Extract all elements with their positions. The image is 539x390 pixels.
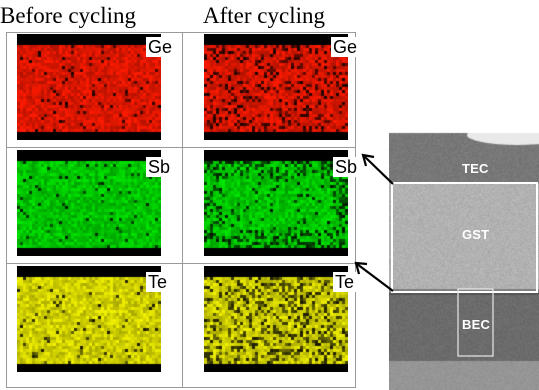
sb-map-after	[204, 150, 348, 256]
ge-map-after	[204, 34, 348, 140]
sb-label-before: Sb	[146, 157, 173, 177]
grid-divider-vertical	[182, 32, 183, 388]
gst-label: GST	[462, 227, 490, 242]
sb-map-before-canvas	[17, 150, 161, 256]
before-cycling-title: Before cycling	[0, 3, 137, 28]
ge-map-before-canvas	[17, 34, 161, 140]
te-label-after: Te	[333, 272, 357, 292]
bec-label: BEC	[462, 317, 491, 332]
te-map-before	[17, 266, 161, 372]
sb-map-after-canvas	[204, 150, 348, 256]
ge-label-before: Ge	[146, 37, 175, 57]
arrow-bottom-head	[354, 261, 368, 275]
grid-divider-row1	[6, 147, 356, 148]
ge-map-after-canvas	[204, 34, 348, 140]
te-label-before: Te	[146, 272, 170, 292]
tec-label: TEC	[462, 161, 489, 176]
tem-cross-section: TEC GST BEC	[389, 131, 539, 390]
arrow-top-head	[361, 153, 375, 167]
ge-label-after: Ge	[331, 37, 360, 57]
after-cycling-title: After cycling	[203, 3, 325, 28]
te-map-after-canvas	[204, 266, 348, 372]
arrow-bottom-line	[356, 263, 394, 292]
sb-map-before	[17, 150, 161, 256]
te-map-after	[204, 266, 348, 372]
sb-label-after: Sb	[333, 157, 360, 177]
grid-divider-row2	[6, 263, 356, 264]
te-map-before-canvas	[17, 266, 161, 372]
ge-map-before	[17, 34, 161, 140]
